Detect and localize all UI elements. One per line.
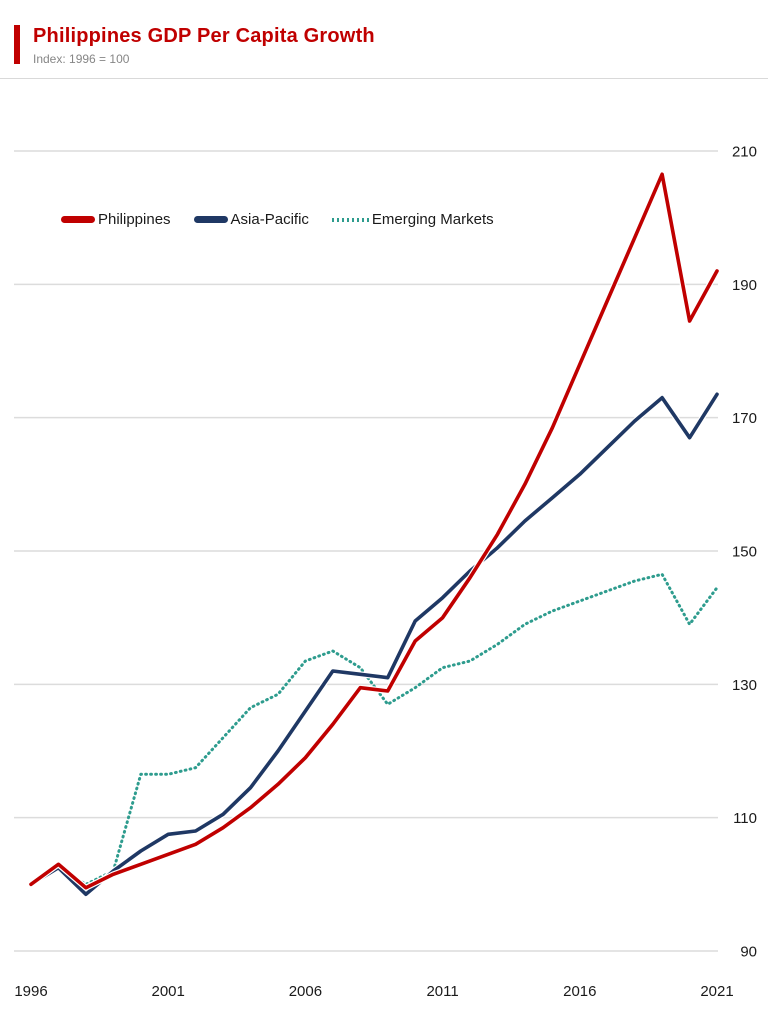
y-tick-label-170: 170	[732, 410, 757, 427]
y-tick-label-130: 130	[732, 677, 757, 694]
x-tick-label-2006: 2006	[289, 983, 322, 1000]
series-casing-asia-pacific	[28, 391, 720, 898]
x-tick-label-2021: 2021	[700, 983, 733, 1000]
x-tick-label-2016: 2016	[563, 983, 596, 1000]
legend-swatch-asia-pacific	[193, 216, 228, 223]
legend-swatch-emerging-markets	[331, 217, 369, 222]
legend-swatch-philippines	[61, 216, 95, 223]
legend-item-emerging-markets: Emerging Markets	[331, 211, 494, 228]
y-tick-label-210: 210	[732, 144, 757, 161]
legend-label-emerging-markets: Emerging Markets	[371, 211, 494, 228]
y-tick-label-90: 90	[740, 944, 757, 961]
series-line-emerging-markets	[29, 572, 719, 886]
x-tick-label-2011: 2011	[426, 983, 458, 1000]
legend-item-philippines: Philippines	[61, 211, 171, 228]
legend-label-philippines: Philippines	[98, 211, 171, 228]
x-tick-label-1996: 1996	[14, 983, 47, 1000]
page-title: Philippines GDP Per Capita Growth	[33, 25, 375, 47]
y-tick-label-110: 110	[733, 810, 757, 827]
series-line-asia-pacific	[29, 392, 719, 897]
x-tick-label-2001: 2001	[152, 983, 185, 1000]
chart-subtitle: Index: 1996 = 100	[33, 52, 130, 66]
title-accent-bar	[14, 25, 20, 64]
chart-legend: Philippines Asia-Pacific Emerging Market…	[61, 211, 494, 228]
y-tick-label-150: 150	[732, 544, 757, 561]
chart-header: Philippines GDP Per Capita Growth Index:…	[0, 0, 768, 79]
legend-label-asia-pacific: Asia-Pacific	[230, 211, 309, 228]
gdp-line-chart: 90 110 130 150 170 190 210 1996 2001 2006 2011 2016…	[14, 144, 757, 1000]
legend-item-asia-pacific: Asia-Pacific	[193, 211, 309, 228]
y-tick-label-190: 190	[732, 277, 757, 294]
series-line-philippines	[29, 172, 719, 890]
chart-area: 90 110 130 150 170 190 210 1996 2001 2006 2011 2016…	[0, 79, 768, 1025]
